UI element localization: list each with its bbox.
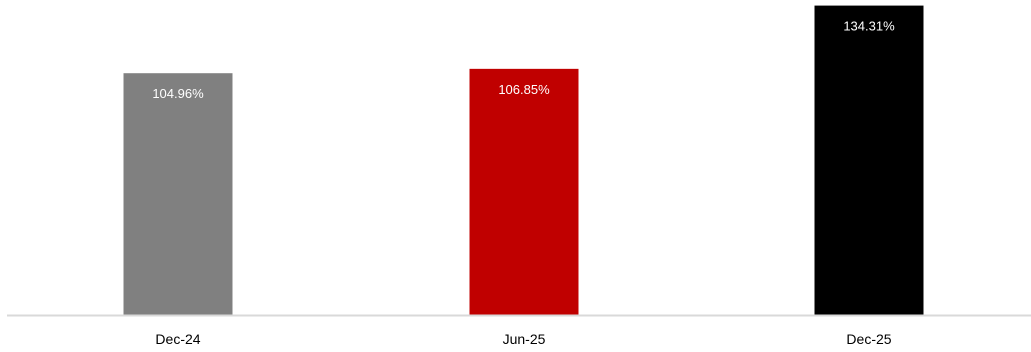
x-tick-label-dec-25: Dec-25 <box>846 331 891 347</box>
bar-dec-25 <box>814 5 924 315</box>
data-label-dec-25: 134.31% <box>843 19 895 34</box>
data-label-jun-25: 106.85% <box>498 82 550 97</box>
bar-dec-24 <box>123 73 233 315</box>
x-tick-label-dec-24: Dec-24 <box>155 331 200 347</box>
x-tick-label-jun-25: Jun-25 <box>503 331 546 347</box>
data-label-dec-24: 104.96% <box>152 86 204 101</box>
bar-jun-25 <box>469 68 579 315</box>
